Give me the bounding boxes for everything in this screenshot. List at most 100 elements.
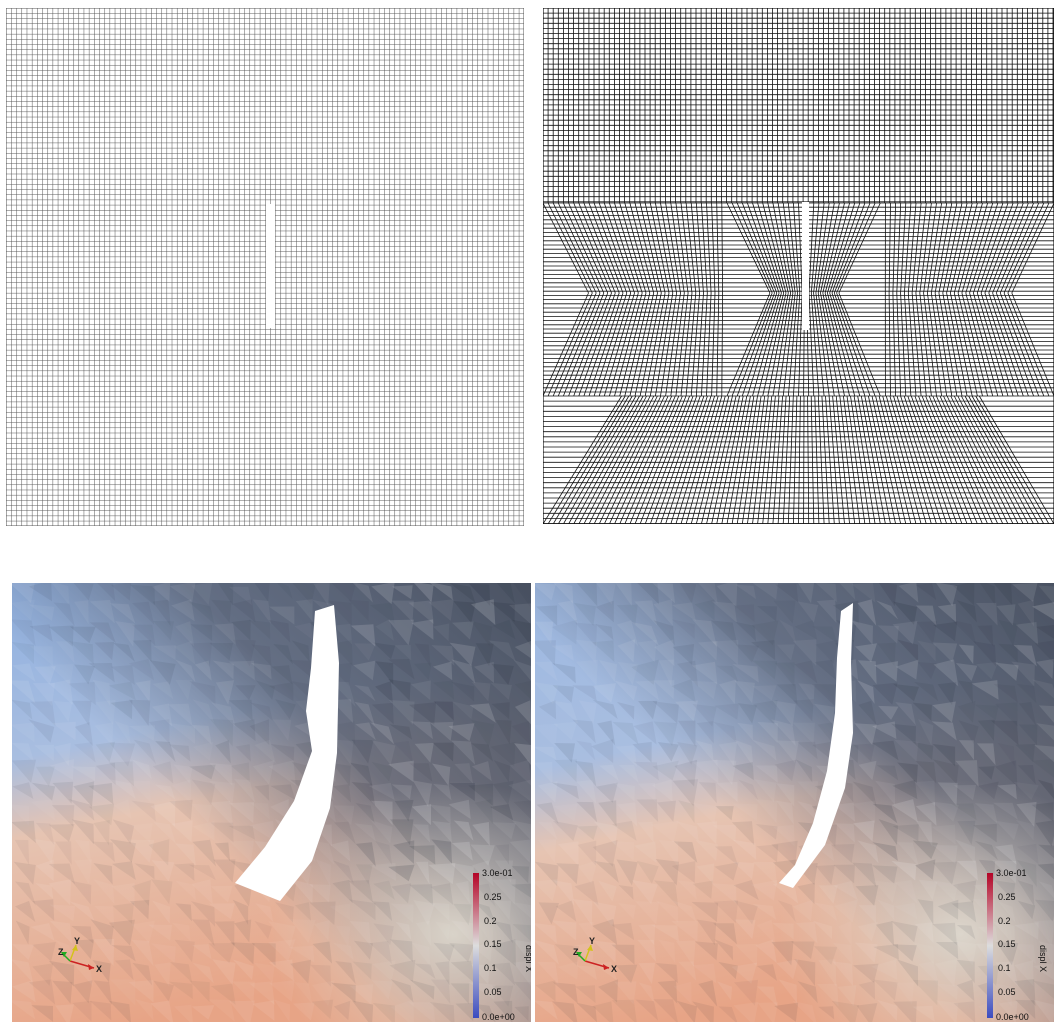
- colorbar-max-label: 3.0e-01: [996, 868, 1027, 878]
- mesh-facet: [535, 621, 554, 644]
- mesh-facet: [469, 583, 491, 606]
- mesh-facet: [1038, 881, 1054, 899]
- mesh-facet: [448, 723, 475, 742]
- mesh-facet: [49, 759, 75, 780]
- mesh-facet: [333, 942, 354, 961]
- mesh-facet: [734, 604, 755, 623]
- mesh-facet: [471, 681, 491, 702]
- mesh-facet: [92, 679, 111, 706]
- colorbar-min-label: 0.0e+00: [482, 1012, 515, 1022]
- colorbar-tick: 0.25: [484, 892, 502, 902]
- mesh-facet: [874, 661, 899, 682]
- mesh-facet: [818, 885, 838, 904]
- mesh-facet: [915, 605, 937, 626]
- mesh-facet: [112, 902, 134, 924]
- mesh-facet: [375, 619, 394, 641]
- mesh-facet: [270, 743, 295, 761]
- mesh-facet: [152, 761, 174, 784]
- mesh-facet: [152, 681, 174, 700]
- mesh-facet: [617, 661, 638, 686]
- mesh-facet: [492, 985, 514, 1007]
- refined-mesh-canvas: [543, 8, 1054, 524]
- mesh-facet: [873, 944, 899, 960]
- mesh-facet: [858, 700, 877, 725]
- mesh-facet: [208, 903, 235, 920]
- mesh-facet: [538, 902, 559, 925]
- colorbar-tick: 0.05: [484, 987, 502, 997]
- mesh-facet: [751, 620, 779, 646]
- mesh-facet: [430, 721, 454, 741]
- mesh-facet: [511, 883, 531, 898]
- mesh-facet: [372, 960, 396, 982]
- colorbar-title: displ X: [524, 945, 531, 972]
- mesh-facet: [51, 805, 75, 827]
- mesh-facet: [91, 841, 115, 863]
- mesh-facet: [594, 860, 619, 883]
- mesh-facet: [369, 941, 392, 964]
- mesh-facet: [752, 685, 777, 701]
- mesh-facet: [333, 1000, 351, 1021]
- mesh-facet: [877, 625, 899, 644]
- mesh-facet: [756, 919, 776, 946]
- mesh-facet: [912, 840, 938, 860]
- mesh-facet: [915, 802, 937, 826]
- mesh-facet: [716, 583, 738, 607]
- mesh-facet: [552, 685, 575, 703]
- mesh-facet: [353, 940, 374, 960]
- mesh-facet: [268, 921, 296, 947]
- mesh-facet: [818, 1006, 835, 1020]
- mesh-facet: [335, 960, 356, 985]
- mesh-facet: [428, 863, 456, 885]
- mesh-facet: [32, 941, 56, 962]
- mesh-facet: [854, 723, 877, 746]
- mesh-facet: [394, 799, 414, 822]
- crack-slit: [266, 204, 275, 328]
- mesh-facet: [676, 660, 699, 687]
- mesh-facet: [914, 922, 934, 944]
- mesh-facet: [635, 680, 659, 701]
- mesh-facet: [151, 860, 175, 882]
- mesh-facet: [716, 981, 733, 1001]
- mesh-facet: [774, 759, 797, 782]
- mesh-facet: [677, 741, 698, 765]
- mesh-facet: [154, 962, 171, 987]
- mesh-facet: [151, 703, 173, 727]
- mesh-facet: [732, 839, 757, 860]
- mesh-facet: [354, 643, 376, 661]
- mesh-facet: [812, 920, 833, 940]
- mesh-facet: [638, 982, 655, 1004]
- mesh-facet: [97, 583, 116, 602]
- mesh-facet: [831, 1000, 859, 1022]
- mesh-facet: [731, 821, 755, 846]
- colorbar-left: 3.0e-01 0.25 0.2 0.15 0.1 0.05 0.0e+00 d…: [473, 868, 531, 1022]
- mesh-facet: [671, 920, 698, 942]
- mesh-facet: [638, 924, 656, 946]
- mesh-facet: [658, 840, 679, 867]
- mesh-facet: [892, 621, 918, 645]
- mesh-facet: [834, 899, 858, 923]
- mesh-facet: [1017, 880, 1035, 907]
- mesh-facet: [414, 742, 434, 763]
- mesh-facet: [14, 839, 30, 866]
- mesh-facet: [388, 864, 415, 882]
- mesh-facet: [918, 879, 938, 901]
- mesh-facet: [613, 782, 635, 802]
- mesh-facet: [128, 659, 155, 681]
- mesh-facet: [778, 979, 798, 1004]
- mesh-facet: [369, 862, 396, 882]
- mesh-facet: [49, 904, 76, 922]
- mesh-facet: [89, 599, 115, 624]
- mesh-facet: [373, 880, 395, 900]
- mesh-facet: [1038, 941, 1054, 965]
- mesh-facet: [388, 679, 411, 701]
- mesh-facet: [695, 740, 714, 762]
- mesh-facet: [271, 665, 293, 685]
- field-left-canvas: 3.0e-01 0.25 0.2 0.15 0.1 0.05 0.0e+00 d…: [12, 583, 531, 1022]
- mesh-facet: [94, 641, 114, 661]
- mesh-facet: [638, 700, 658, 720]
- mesh-facet: [32, 899, 55, 921]
- mesh-facet: [52, 781, 74, 804]
- mesh-facet: [174, 863, 195, 881]
- mesh-facet: [191, 1005, 215, 1020]
- mesh-facet: [110, 665, 135, 686]
